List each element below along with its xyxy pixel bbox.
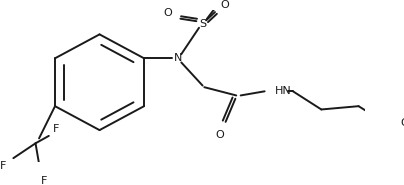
Text: O: O — [215, 130, 224, 140]
Text: HN: HN — [275, 86, 292, 96]
Text: O: O — [164, 8, 173, 18]
Text: O: O — [220, 0, 229, 10]
Text: F: F — [53, 124, 59, 134]
Text: O: O — [400, 118, 404, 128]
Text: F: F — [0, 161, 6, 171]
Text: S: S — [199, 19, 206, 29]
Text: F: F — [41, 176, 48, 185]
Text: N: N — [174, 53, 182, 63]
